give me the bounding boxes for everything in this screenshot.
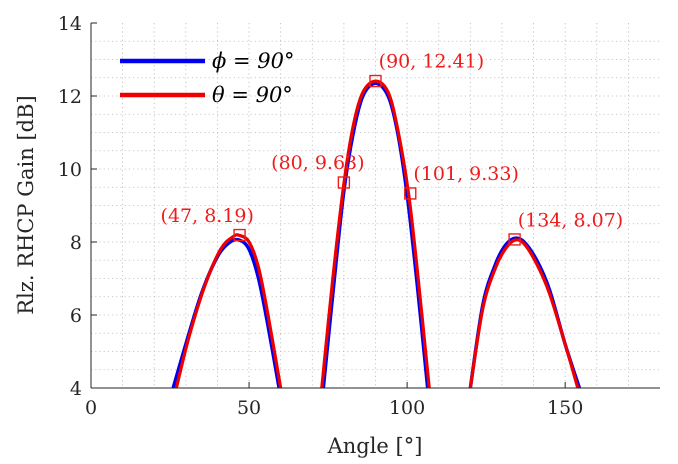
peak-annotation: (134, 8.07) [518, 209, 623, 231]
peak-marker [337, 176, 351, 189]
peak-annotation: (101, 9.33) [413, 163, 518, 185]
peak-marker [508, 233, 521, 246]
series-phi-lobe-1 [171, 237, 281, 388]
markers-layer: (47, 8.19) (80, 9.63) (90, 12.41) (101, 9.3… [161, 51, 623, 246]
peak-annotation: (47, 8.19) [161, 205, 254, 227]
x-tick-label: 150 [547, 397, 583, 419]
x-tick-label: 100 [389, 397, 425, 419]
y-axis-label: Rlz. RHCP Gain [dB] [14, 95, 38, 314]
legend: ϕ = 90° θ = 90° [120, 49, 294, 107]
series-layer [171, 79, 582, 388]
peak-marker [404, 187, 417, 200]
y-tick-label: 4 [70, 378, 82, 400]
peak-annotation: (80, 9.63) [271, 152, 364, 174]
y-tick-label: 6 [70, 305, 82, 327]
legend-label-phi: ϕ = 90° [212, 49, 294, 73]
x-axis-label: Angle [°] [327, 434, 423, 458]
series-theta-lobe-3 [468, 238, 580, 388]
peak-marker [369, 74, 382, 88]
peak-annotation: (90, 12.41) [379, 51, 484, 73]
peak-marker [233, 228, 246, 242]
y-tick-label: 12 [58, 86, 82, 108]
axes [90, 22, 660, 389]
x-tick-label: 50 [237, 397, 261, 419]
y-tick-label: 14 [58, 13, 82, 35]
legend-label-theta: θ = 90° [212, 83, 293, 107]
y-tick-label: 10 [58, 159, 82, 181]
tick-labels: 0 50 100 150 4 6 8 10 12 14 [58, 13, 583, 419]
y-tick-label: 8 [70, 232, 82, 254]
series-theta-lobe-2 [320, 79, 431, 388]
series-theta-lobe-1 [174, 233, 283, 388]
x-tick-label: 0 [85, 397, 97, 419]
